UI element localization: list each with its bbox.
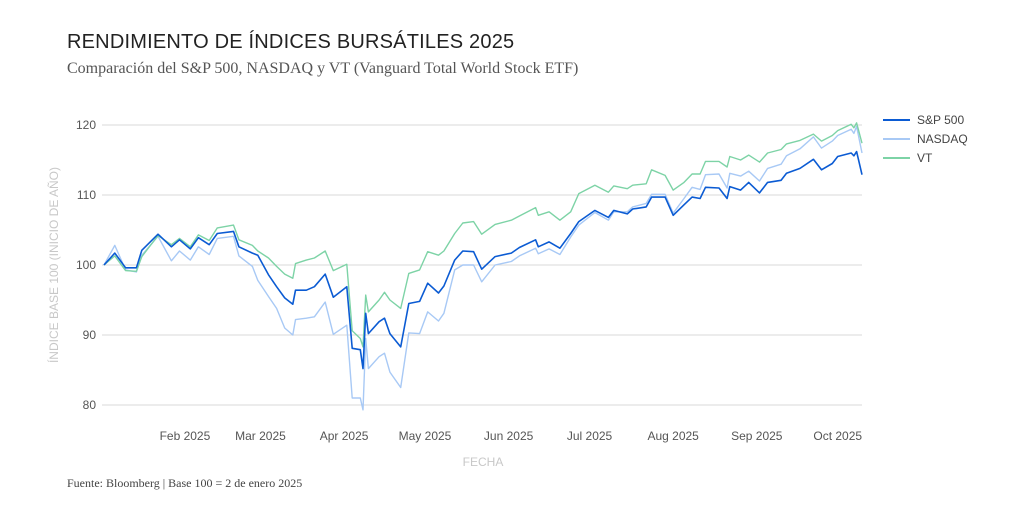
x-tick-label: Oct 2025 bbox=[813, 429, 862, 443]
series-line-s-p-500 bbox=[103, 150, 863, 370]
x-axis-title: FECHA bbox=[463, 455, 504, 469]
y-tick-label: 80 bbox=[83, 398, 97, 412]
x-tick-label: Jun 2025 bbox=[484, 429, 534, 443]
source-note: Fuente: Bloomberg | Base 100 = 2 de ener… bbox=[67, 476, 303, 490]
x-tick-label: Jul 2025 bbox=[567, 429, 613, 443]
y-tick-label: 120 bbox=[76, 118, 96, 132]
legend-label: S&P 500 bbox=[917, 113, 964, 127]
chart-subtitle: Comparación del S&P 500, NASDAQ y VT (Va… bbox=[67, 60, 579, 77]
legend-label: VT bbox=[917, 151, 933, 165]
x-tick-label: Aug 2025 bbox=[647, 429, 699, 443]
chart-title: RENDIMIENTO DE ÍNDICES BURSÁTILES 2025 bbox=[67, 31, 515, 53]
y-tick-label: 110 bbox=[77, 188, 96, 202]
y-axis-title: ÍNDICE BASE 100 (INICIO DE AÑO) bbox=[46, 167, 61, 363]
series-line-nasdaq bbox=[103, 125, 863, 411]
series-line-vt bbox=[103, 122, 863, 348]
y-tick-label: 90 bbox=[83, 328, 97, 342]
legend: S&P 500 NASDAQ VT bbox=[883, 113, 968, 165]
legend-label: NASDAQ bbox=[917, 132, 968, 146]
x-tick-label: May 2025 bbox=[399, 429, 452, 443]
y-tick-label: 100 bbox=[76, 258, 96, 272]
x-tick-label: Feb 2025 bbox=[160, 429, 211, 443]
x-tick-label: Mar 2025 bbox=[235, 429, 286, 443]
x-tick-label: Apr 2025 bbox=[320, 429, 369, 443]
x-tick-label: Sep 2025 bbox=[731, 429, 783, 443]
